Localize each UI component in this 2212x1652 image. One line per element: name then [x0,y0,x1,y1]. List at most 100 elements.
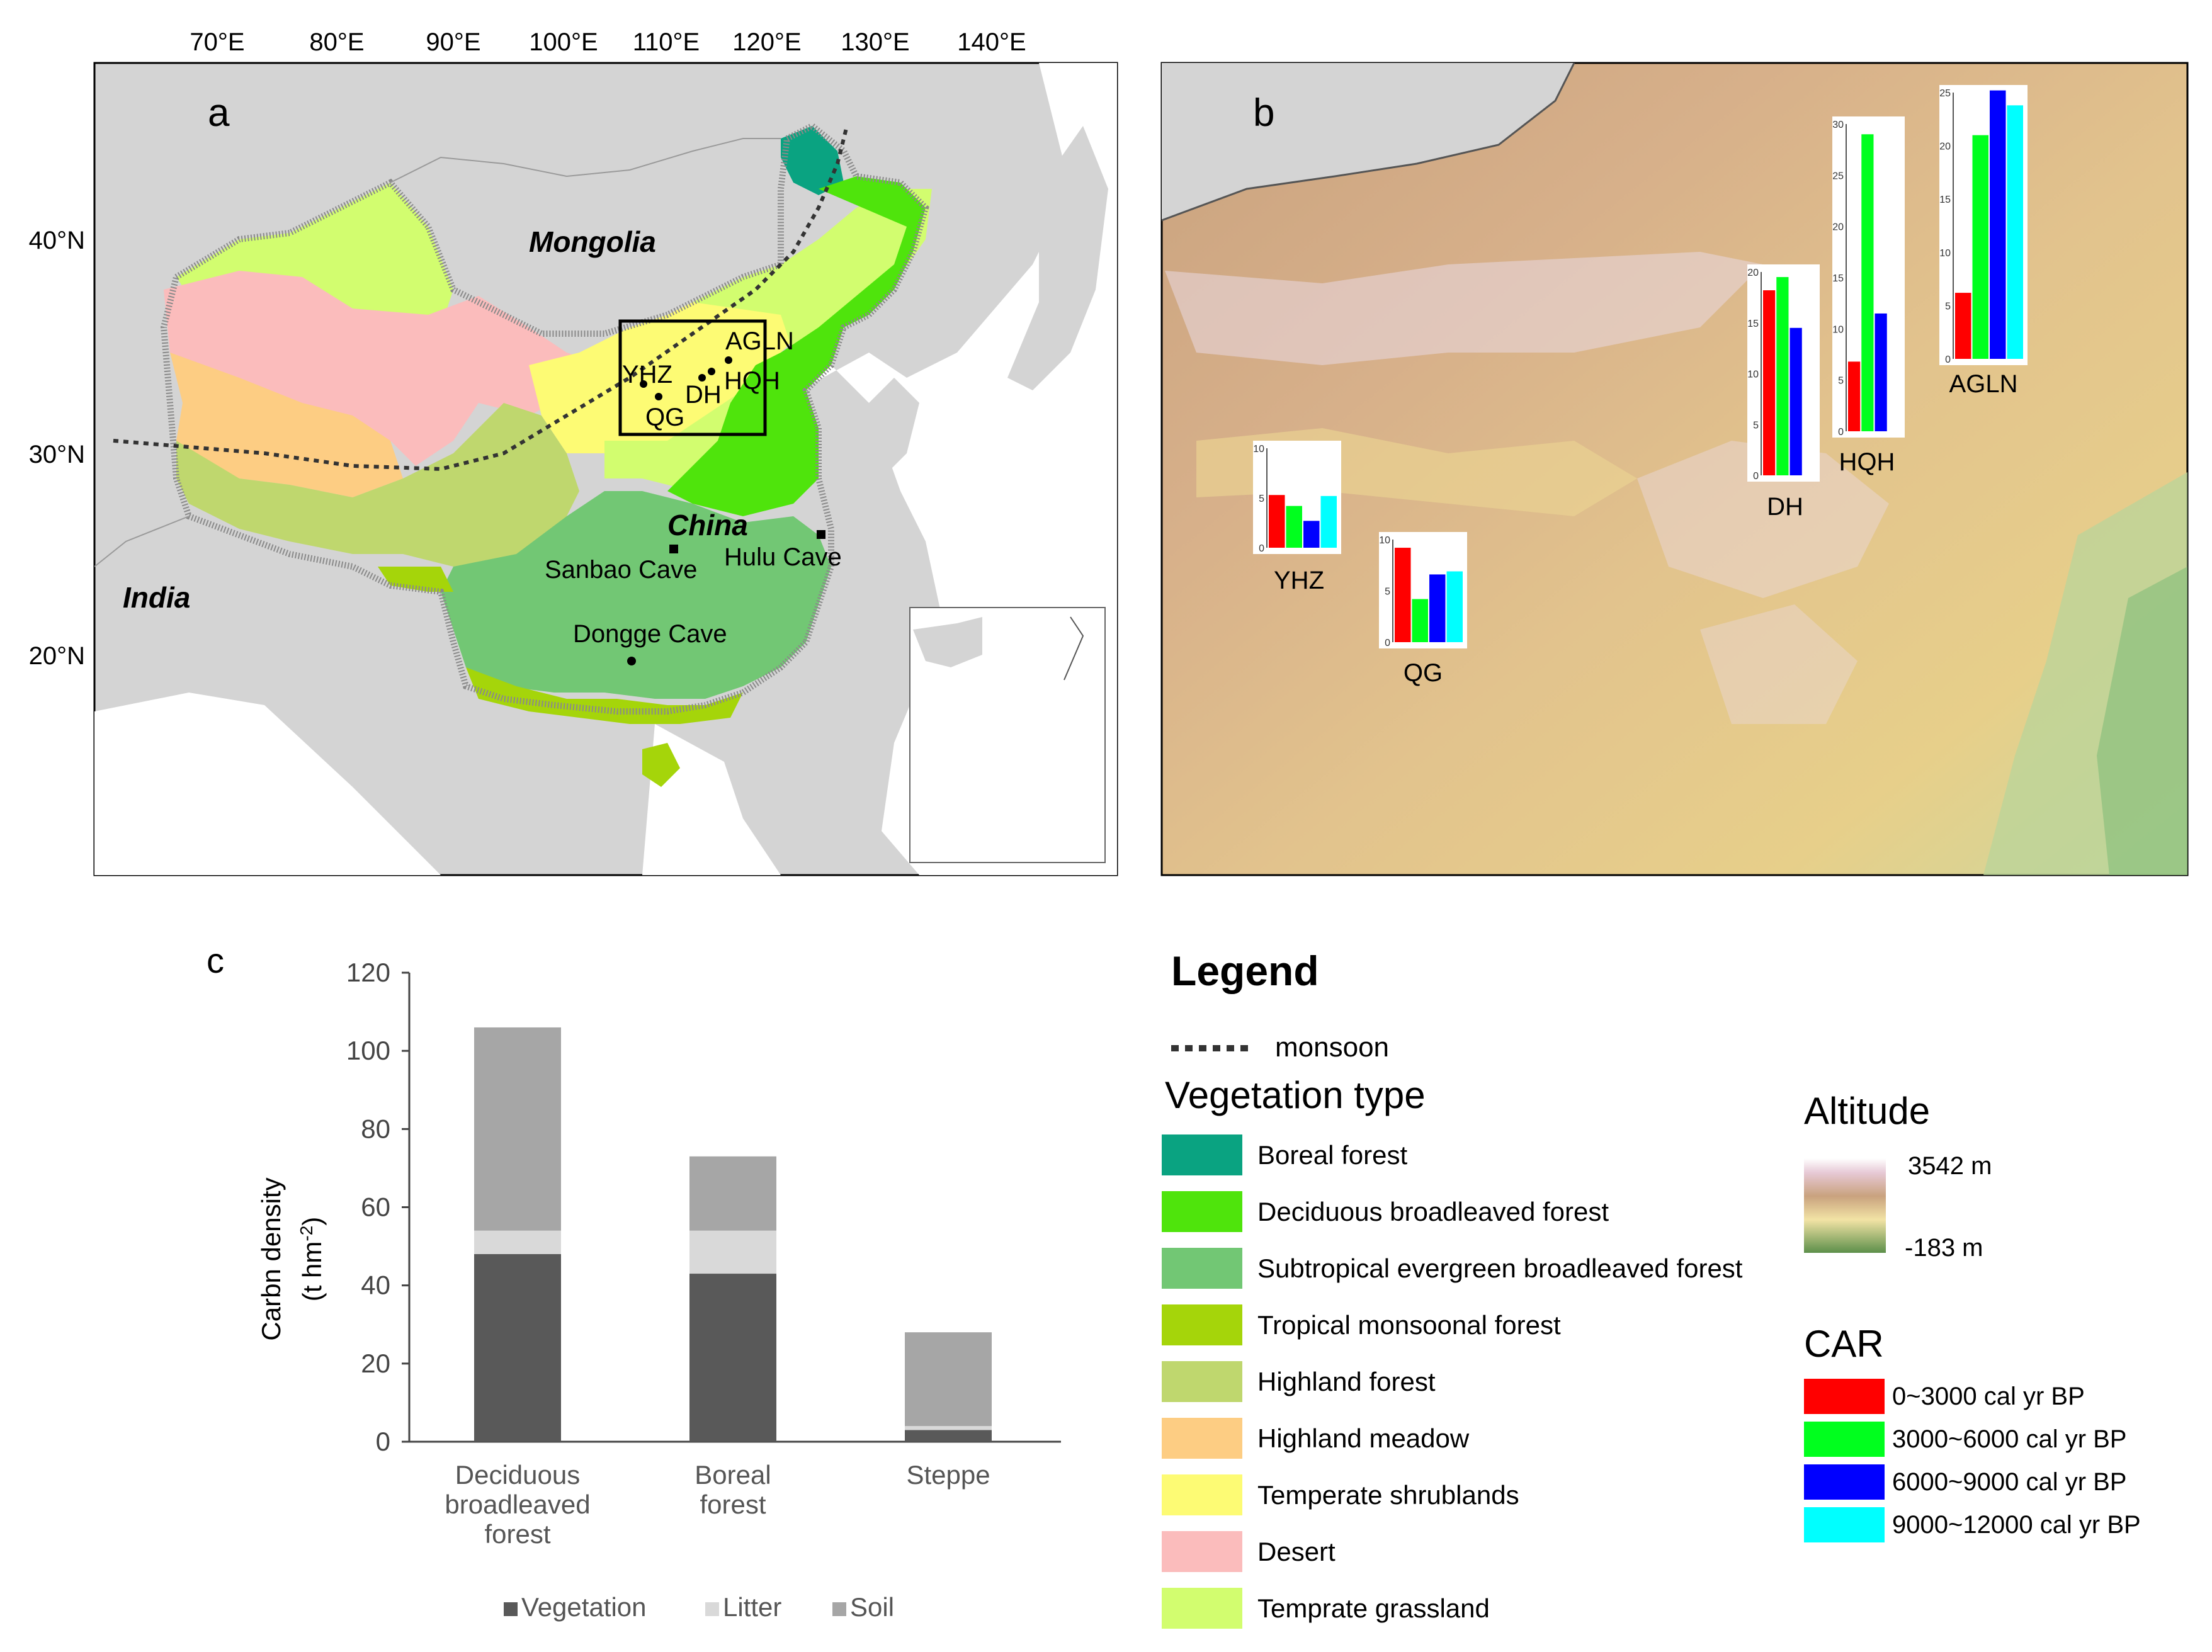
vegetation-label: Highland forest [1257,1367,1436,1396]
altitude-title: Altitude [1804,1090,1930,1132]
site-chart-tick: 5 [1753,420,1759,431]
map-panel-a: a 70°E 80°E 90°E 100°E 110°E 120°E 130°E… [29,28,1118,876]
site-bar [1789,327,1802,475]
site-chart-label: HQH [1839,448,1895,476]
site-bar [1861,134,1874,431]
vegetation-title: Vegetation type [1165,1074,1426,1116]
site-bar [1763,290,1776,475]
site-bar [1429,574,1446,642]
site-bar [1990,90,2006,359]
zone-subtropical-forest [441,491,831,699]
x-category-label: Boreal forest [695,1460,771,1519]
lon-label: 140°E [957,28,1026,56]
lon-axis-labels: 70°E 80°E 90°E 100°E 110°E 120°E 130°E 1… [190,28,1026,56]
zone-boreal-forest [781,126,844,195]
legend-label: Soil [850,1592,894,1622]
site-bar [1776,277,1789,475]
site-chart-tick: 0 [1385,638,1390,648]
car-swatch [1804,1507,1885,1542]
country-labels: Mongolia China India [123,225,748,614]
site-chart-tick: 25 [1832,171,1844,181]
zone-grassland-west [176,183,453,327]
site-label-dh: DH [685,381,722,409]
y-tick-label: 80 [361,1114,390,1143]
zone-shrublands [529,290,793,453]
zone-deciduous-forest [667,176,926,516]
vegetation-swatch [1162,1418,1242,1459]
legend-title: Legend [1171,948,1319,994]
y-tick-label: 60 [361,1192,390,1222]
car-legend-items: 0~3000 cal yr BP 3000~6000 cal yr BP 6000~… [1804,1379,2141,1542]
site-label-yhz: YHZ [622,361,672,388]
monsoon-label: monsoon [1275,1032,1389,1063]
vegetation-swatch [1162,1191,1242,1232]
site-chart-tick: 15 [1832,273,1844,284]
vegetation-swatch [1162,1531,1242,1572]
site-label-qg: QG [645,404,684,431]
car-label: 3000~6000 cal yr BP [1892,1425,2126,1453]
land-taiwan [850,630,872,686]
cave-marker [627,657,636,665]
cave-marker [817,530,825,539]
zone-highland-forest [176,403,579,567]
car-label: 0~3000 cal yr BP [1892,1383,2085,1410]
y-tick-label: 40 [361,1270,390,1300]
bar-segment-soil [474,1027,561,1231]
study-area-box [618,319,767,436]
site-chart-tick: 15 [1747,319,1759,329]
site-dot [655,393,662,400]
lon-label: 130°E [841,28,909,56]
x-category-label: Deciduous broadleaved forest [445,1460,590,1549]
car-label: 6000~9000 cal yr BP [1892,1468,2126,1496]
site-bar [1446,571,1463,642]
zone-grassland-east [693,189,932,353]
site-bar [1320,495,1337,548]
lon-label: 80°E [309,28,364,56]
car-swatch [1804,1464,1885,1500]
cave-label-hulu: Hulu Cave [724,543,842,571]
site-bar [1955,293,1971,359]
vegetation-label: Boreal forest [1257,1140,1407,1170]
country-mongolia: Mongolia [529,225,656,258]
site-chart-tick: 0 [1838,427,1844,438]
country-china: China [667,509,748,541]
vegetation-swatch [1162,1304,1242,1345]
y-axis-label-unit: (t hm-2) [297,1217,327,1302]
bar-segment-soil [905,1332,992,1427]
legend-swatch [504,1602,518,1616]
vegetation-label: Subtropical evergreen broadleaved forest [1257,1253,1743,1283]
legend-swatch [832,1602,846,1616]
panel-b-label: b [1253,91,1274,135]
lon-label: 90°E [426,28,480,56]
site-chart-tick: 20 [1939,142,1951,152]
site-chart-tick: 25 [1939,88,1951,99]
site-chart-tick: 5 [1259,494,1264,504]
bar-segment-vegetation [905,1430,992,1442]
bar-segment-litter [689,1230,776,1274]
site-label-hqh: HQH [724,367,780,395]
site-dot [698,374,706,382]
site-chart-yhz: 10 5 0 YHZ [1253,441,1341,594]
lon-label: 100°E [529,28,598,56]
bar-segment-vegetation [474,1254,561,1442]
lat-label: 40°N [29,227,85,254]
vegetation-swatch [1162,1361,1242,1402]
lon-label: 70°E [190,28,244,56]
site-label-agln: AGLN [725,327,794,355]
chart-bars [474,1027,992,1442]
site-dot [708,368,715,375]
legend-panel: Legend monsoon Vegetation type Boreal fo… [1162,948,2141,1629]
altitude-max: 3542 m [1908,1152,1992,1180]
site-bar [1412,599,1428,642]
lat-label: 30°N [29,441,85,468]
lat-label: 20°N [29,642,85,670]
vegetation-legend-items: Boreal forest Deciduous broadleaved fores… [1162,1134,1743,1629]
site-chart-tick: 0 [1945,354,1951,365]
site-chart-tick: 0 [1753,471,1759,482]
bar-segment-litter [905,1426,992,1430]
vegetation-label: Highland meadow [1257,1423,1470,1453]
site-chart-tick: 0 [1259,543,1264,554]
site-bar [1875,313,1887,431]
site-bar [1395,548,1411,642]
